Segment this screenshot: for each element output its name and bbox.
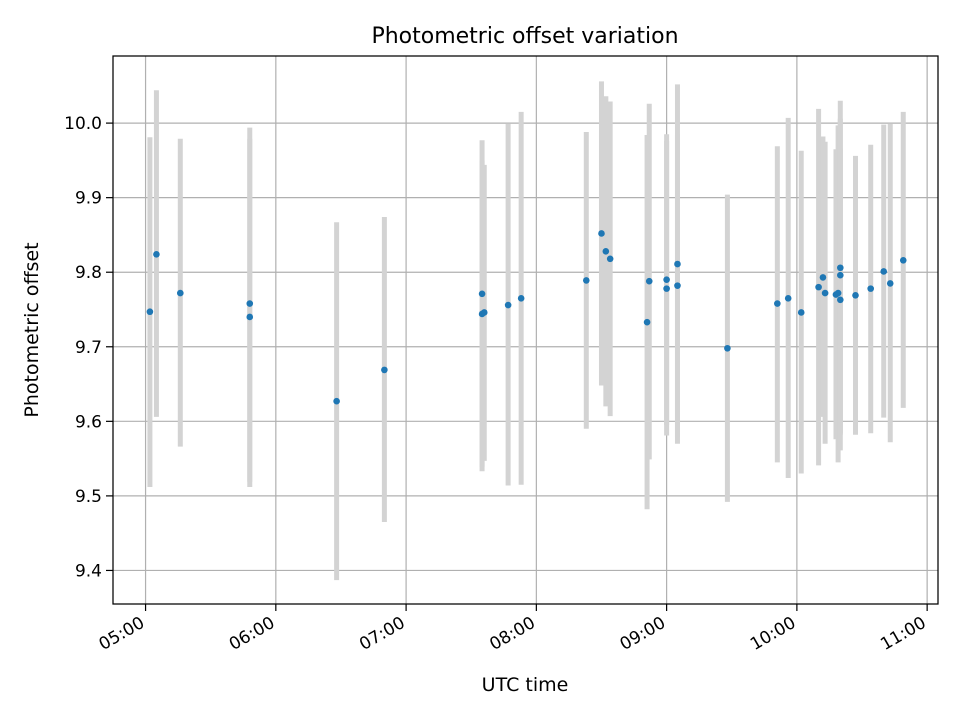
data-point bbox=[834, 289, 842, 297]
data-point bbox=[837, 271, 844, 279]
plot-frame bbox=[112, 55, 939, 605]
y-tick-label: 9.7 bbox=[75, 338, 102, 358]
data-point bbox=[852, 292, 859, 299]
chart-title: Photometric offset variation bbox=[371, 24, 678, 49]
data-point bbox=[480, 309, 488, 316]
data-point bbox=[899, 256, 907, 264]
y-tick-label: 9.6 bbox=[75, 412, 102, 432]
data-point bbox=[663, 276, 670, 283]
data-point bbox=[598, 230, 605, 237]
y-axis-label: Photometric offset bbox=[21, 242, 43, 417]
data-point bbox=[837, 264, 844, 272]
data-point bbox=[381, 366, 388, 374]
data-point bbox=[517, 295, 525, 302]
data-point bbox=[246, 313, 254, 321]
data-point bbox=[774, 300, 781, 307]
y-tick-label: 9.9 bbox=[75, 189, 102, 209]
data-points bbox=[146, 230, 907, 405]
y-axis-ticks: 9.4 9.5 9.6 9.7 9.8 9.9 10.0 bbox=[64, 114, 113, 581]
data-point bbox=[784, 295, 792, 302]
data-point bbox=[819, 274, 827, 281]
data-point bbox=[246, 300, 254, 307]
data-point bbox=[602, 248, 610, 255]
data-point bbox=[674, 282, 681, 289]
data-point bbox=[663, 285, 670, 292]
data-point bbox=[606, 255, 614, 263]
data-point bbox=[674, 260, 681, 268]
y-tick-label: 9.4 bbox=[75, 561, 102, 581]
data-point bbox=[821, 289, 829, 297]
data-point bbox=[645, 277, 653, 285]
data-point bbox=[867, 285, 874, 292]
data-point bbox=[797, 309, 805, 316]
data-point bbox=[582, 277, 590, 284]
data-point bbox=[886, 280, 894, 287]
data-point bbox=[333, 397, 340, 405]
y-tick-label: 9.8 bbox=[75, 263, 102, 283]
data-point bbox=[478, 290, 486, 298]
data-point bbox=[177, 289, 184, 297]
data-point bbox=[815, 283, 822, 291]
data-point bbox=[724, 344, 731, 352]
x-axis-label: UTC time bbox=[482, 674, 569, 696]
data-point bbox=[153, 251, 160, 258]
data-point bbox=[146, 308, 154, 316]
data-point bbox=[504, 301, 512, 309]
data-point bbox=[837, 296, 844, 304]
y-tick-label: 10.0 bbox=[64, 114, 102, 134]
y-tick-label: 9.5 bbox=[75, 487, 102, 507]
data-point bbox=[643, 318, 651, 326]
data-point bbox=[880, 268, 888, 275]
